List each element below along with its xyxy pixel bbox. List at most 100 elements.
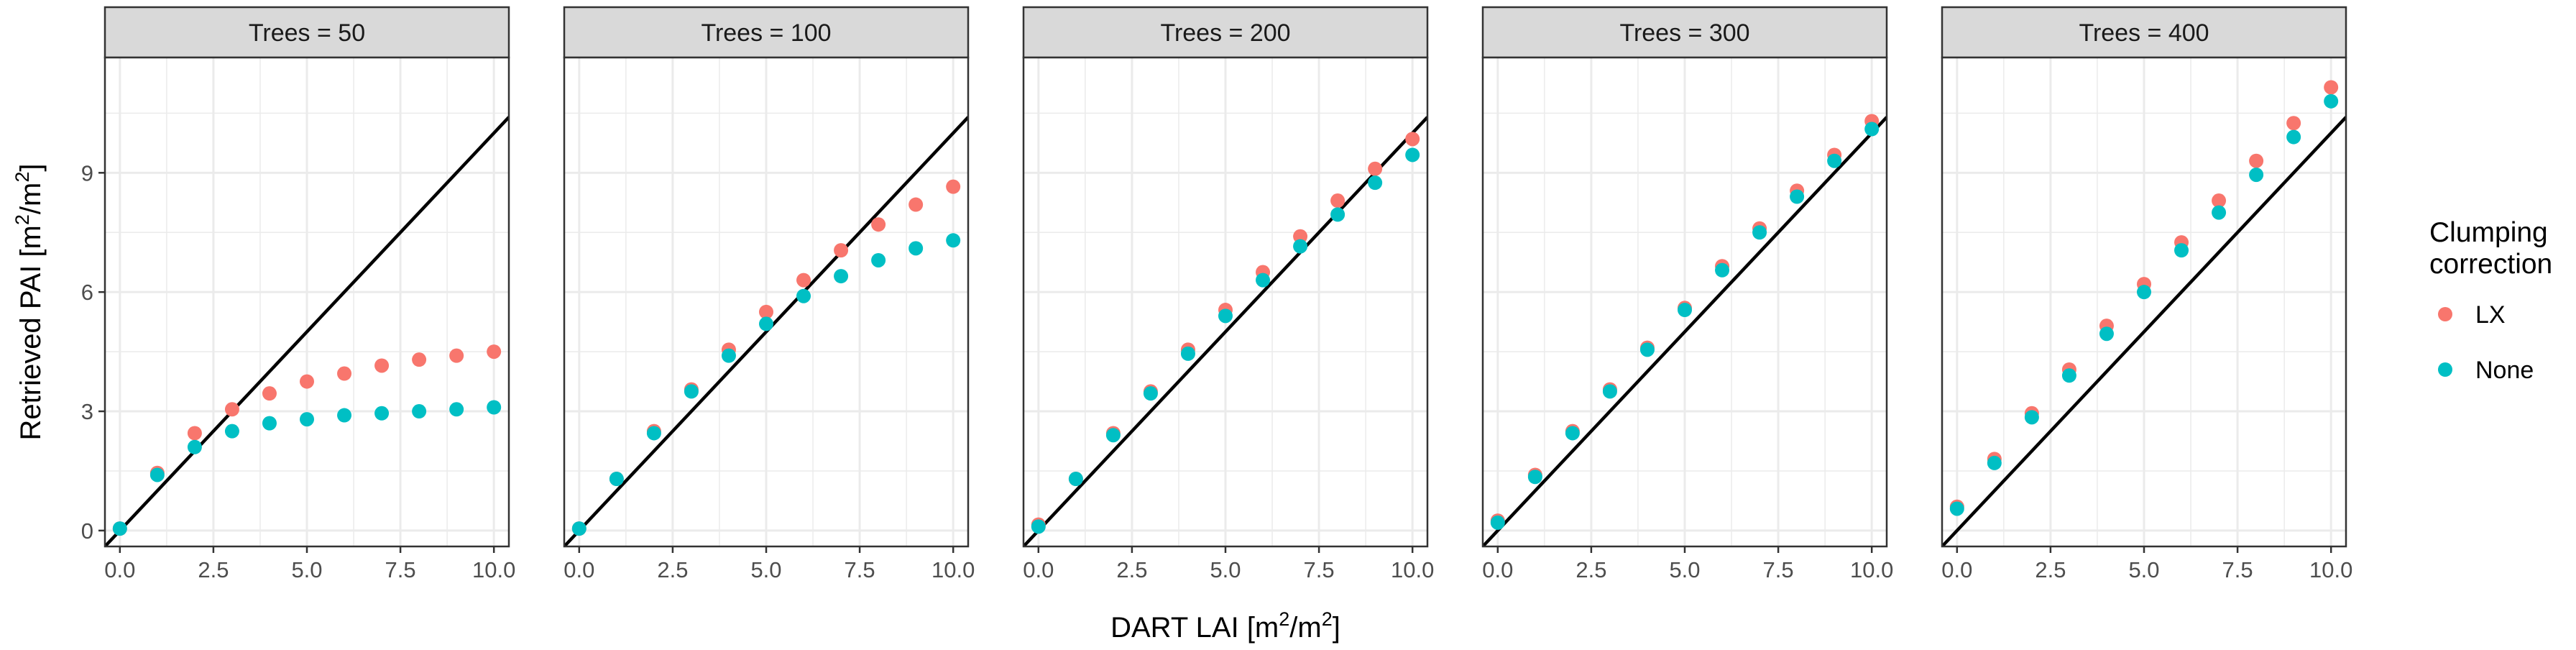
point-none-trees300-x4 (1639, 342, 1655, 357)
point-lx-trees200-x10 (1405, 132, 1420, 147)
facet-strip (1022, 6, 1429, 59)
point-none-trees300-x5 (1678, 303, 1692, 318)
reference-line-1to1 (564, 116, 968, 546)
y-tick-label: 6 (81, 280, 93, 305)
point-none-trees400-x5 (2137, 285, 2151, 300)
point-none-trees400-x9 (2286, 129, 2301, 145)
facet-strip (1941, 6, 2347, 59)
point-none-trees300-x9 (1827, 153, 1842, 168)
panel-data (564, 116, 968, 546)
point-none-trees50-x9 (449, 402, 464, 417)
y-axis-title-sup: 2 (12, 214, 33, 225)
point-none-trees100-x7 (834, 269, 849, 284)
facet-panel-100: Trees = 100 0.0 2.5 5.0 7.5 10.0 (563, 6, 975, 582)
y-tick-label: 9 (81, 160, 93, 186)
point-lx-trees50-x8 (412, 352, 427, 367)
x-tick-label: 5.0 (2128, 557, 2159, 582)
point-none-trees400-x6 (2174, 243, 2189, 258)
point-none-trees300-x6 (1715, 262, 1730, 278)
x-tick-label: 0.0 (1023, 557, 1054, 582)
x-tick-label: 5.0 (1669, 557, 1700, 582)
point-none-trees100-x0 (571, 521, 586, 536)
x-axis-title-end: ] (1333, 612, 1340, 644)
point-none-trees300-x7 (1752, 225, 1767, 240)
facet-strip (563, 6, 970, 59)
point-lx-trees200-x7 (1293, 229, 1308, 244)
facet-panel-50: Trees = 50 0.0 2.5 5.0 7.5 10.0 0 3 6 9 (81, 6, 515, 582)
legend-title-line2: correction (2429, 249, 2552, 280)
point-none-trees50-x6 (337, 408, 352, 423)
x-axis-title: DART LAI [m2/m2] (1110, 608, 1340, 644)
point-none-trees400-x2 (2024, 410, 2039, 425)
x-axis-title-sup: 2 (1279, 608, 1289, 630)
point-lx-trees100-x5 (759, 304, 773, 319)
point-none-trees50-x3 (224, 424, 239, 439)
point-lx-trees50-x5 (300, 374, 314, 389)
point-none-trees400-x0 (1949, 501, 1964, 516)
facet-panel-400: Trees = 400 0.0 2.5 5.0 7.5 10.0 (1941, 6, 2352, 582)
point-none-trees50-x1 (150, 467, 165, 482)
point-lx-trees50-x10 (487, 344, 502, 360)
point-none-trees50-x10 (487, 400, 502, 415)
point-lx-trees50-x3 (224, 402, 239, 417)
point-none-trees100-x8 (871, 252, 886, 267)
point-none-trees100-x1 (609, 472, 624, 487)
legend-key-lx (2438, 307, 2452, 321)
point-none-trees100-x5 (759, 316, 773, 331)
point-none-trees200-x2 (1105, 428, 1121, 443)
x-tick-label: 0.0 (104, 557, 135, 582)
reference-line-1to1 (1024, 116, 1427, 546)
point-none-trees50-x7 (374, 406, 390, 421)
point-lx-trees50-x4 (262, 386, 277, 401)
point-none-trees300-x10 (1864, 122, 1880, 137)
point-none-trees200-x6 (1256, 273, 1271, 288)
facet-strip (104, 6, 510, 59)
point-none-trees50-x0 (112, 521, 127, 536)
x-tick-label: 2.5 (1576, 557, 1606, 582)
point-none-trees400-x8 (2249, 168, 2264, 183)
point-none-trees400-x10 (2324, 93, 2339, 109)
x-tick-label: 5.0 (291, 557, 322, 582)
panel-data (105, 116, 509, 546)
x-tick-label: 2.5 (1116, 557, 1147, 582)
point-lx-trees100-x10 (946, 179, 961, 194)
x-axis-title-sup2: 2 (1322, 608, 1333, 630)
legend-label-none: None (2475, 357, 2534, 384)
x-tick-label: 5.0 (1210, 557, 1241, 582)
x-axis-title-mid: /m (1289, 612, 1321, 644)
point-lx-trees400-x9 (2286, 116, 2301, 131)
reference-line-1to1 (1942, 116, 2346, 546)
facet-strip-label: Trees = 300 (1619, 19, 1749, 47)
facet-panel-300: Trees = 300 0.0 2.5 5.0 7.5 10.0 (1481, 6, 1893, 582)
x-tick-label: 7.5 (2222, 557, 2253, 582)
point-none-trees200-x7 (1293, 239, 1308, 254)
x-tick-label: 7.5 (385, 557, 416, 582)
point-lx-trees100-x8 (871, 217, 886, 232)
x-tick-label: 7.5 (1304, 557, 1335, 582)
point-none-trees400-x3 (2061, 368, 2076, 383)
facet-strip-label: Trees = 200 (1160, 19, 1290, 47)
legend-label-lx: LX (2475, 301, 2506, 329)
x-tick-label: 5.0 (750, 557, 781, 582)
panel-data (1483, 114, 1887, 546)
point-none-trees200-x5 (1218, 308, 1233, 324)
point-none-trees400-x4 (2099, 326, 2114, 342)
reference-line-1to1 (1483, 116, 1887, 546)
point-none-trees200-x8 (1330, 207, 1346, 222)
point-lx-trees200-x8 (1330, 193, 1346, 209)
point-none-trees400-x7 (2212, 205, 2227, 220)
point-none-trees100-x6 (796, 288, 811, 303)
point-lx-trees400-x8 (2249, 153, 2264, 168)
point-none-trees50-x4 (262, 416, 277, 431)
x-tick-label: 7.5 (1763, 557, 1794, 582)
legend-key-none (2438, 362, 2452, 377)
point-lx-trees50-x7 (374, 358, 390, 373)
point-lx-trees100-x7 (834, 243, 849, 258)
x-tick-label: 10.0 (1850, 557, 1893, 582)
x-tick-label: 0.0 (564, 557, 594, 582)
legend-title-line1: Clumping (2429, 217, 2548, 248)
x-tick-label: 10.0 (1391, 557, 1434, 582)
x-tick-label: 0.0 (1482, 557, 1513, 582)
point-none-trees50-x2 (187, 439, 202, 454)
